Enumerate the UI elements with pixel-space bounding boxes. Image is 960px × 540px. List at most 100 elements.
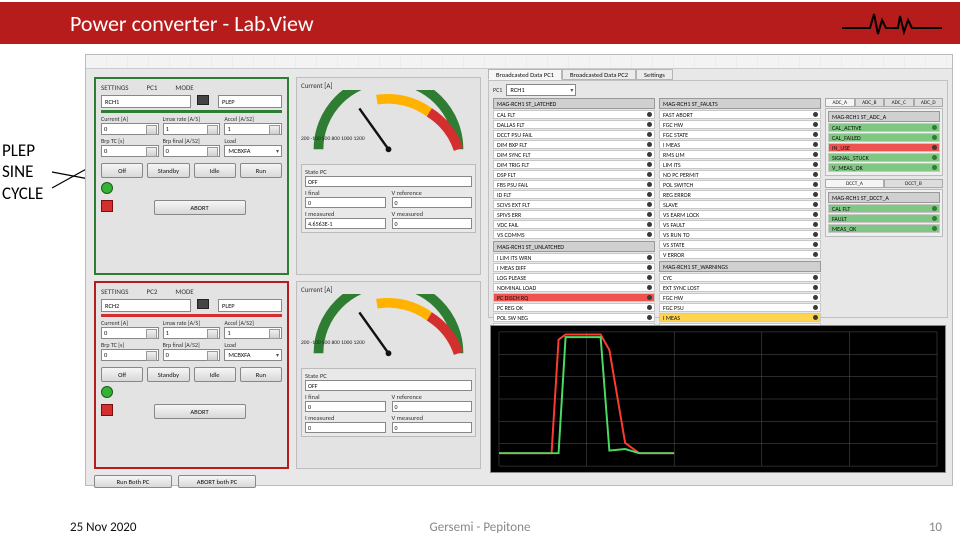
status-row: FBS PSU FAIL xyxy=(493,180,655,189)
status-row: LOG PLEASE xyxy=(493,273,655,282)
standby-button[interactable]: Standby xyxy=(147,163,189,178)
mode-indicator-icon xyxy=(197,95,209,105)
slide-footer: 25 Nov 2020 Gersemi - Pepitone 10 xyxy=(0,514,960,540)
off-button[interactable]: Off xyxy=(101,163,143,178)
label: I final xyxy=(305,393,386,401)
settings-header: SETTINGS PC2 MODE xyxy=(101,287,282,296)
vmeas-readout: 0 xyxy=(392,422,473,433)
waveform-chart[interactable] xyxy=(490,325,946,473)
abort-both-button[interactable]: ABORT both PC xyxy=(178,475,256,488)
state-box: State PC OFF I final0 V reference0 I mea… xyxy=(301,368,476,437)
status-row: SPIVS ERR xyxy=(493,210,655,219)
label: V measured xyxy=(392,414,473,422)
state-readout: OFF xyxy=(305,176,472,187)
standby-button[interactable]: Standby xyxy=(147,367,189,382)
label: Accel [A/S2] xyxy=(224,319,282,327)
gauge-pc2-panel: Current [A] 200 -100 500 800 1000 1200 S… xyxy=(296,281,481,469)
adc-tab-c[interactable]: ADC_C xyxy=(884,98,914,107)
current-input[interactable]: 0 xyxy=(101,327,159,339)
footer-author: Gersemi - Pepitone xyxy=(430,520,531,535)
label: I measured xyxy=(305,210,386,218)
footer-page-number: 10 xyxy=(929,520,942,535)
accel-input[interactable]: 1 xyxy=(224,327,282,339)
mode-field[interactable]: PLEP xyxy=(218,299,282,312)
status-panel: PC1 RCH1 MAG-RCH1 ST_LATCHED CAL FLT DALL… xyxy=(488,80,948,318)
status-row: CAL FLT xyxy=(828,204,940,213)
status-row: LIM ITS xyxy=(659,160,821,169)
current-gauge xyxy=(301,294,476,364)
load-select[interactable]: MCBXFA xyxy=(224,349,282,361)
label: Brp TC [s] xyxy=(101,341,159,349)
status-row: VS STATE xyxy=(659,240,821,249)
grid-background xyxy=(86,55,952,69)
abort-button[interactable]: ABORT xyxy=(154,200,246,215)
latched-header: MAG-RCH1 ST_LATCHED xyxy=(493,98,655,109)
status-row: PC DISCH RQ xyxy=(493,293,655,302)
brp-final-input[interactable]: 0 xyxy=(163,349,221,361)
run-both-button[interactable]: Run Both PC xyxy=(94,475,172,488)
adc-tab-d[interactable]: ADC_D xyxy=(914,98,944,107)
status-row: DALLAS FLT xyxy=(493,120,655,129)
state-readout: OFF xyxy=(305,380,472,391)
settings-pc2-panel: SETTINGS PC2 MODE RCH2 PLEP Current [A]0… xyxy=(94,281,289,469)
status-row: FGC STATE xyxy=(659,130,821,139)
settings-header: SETTINGS PC1 MODE xyxy=(101,83,282,92)
current-gauge xyxy=(301,90,476,160)
adc-column: ADC_A ADC_B ADC_C ADC_D MAG-RCH1 ST_ADC_… xyxy=(825,98,943,240)
channel-field[interactable]: RCH2 xyxy=(101,299,191,312)
vref-readout: 0 xyxy=(392,197,473,208)
dcct-tab-b[interactable]: DCCT_B xyxy=(884,179,943,188)
status-row: SLAVE xyxy=(659,200,821,209)
run-button[interactable]: Run xyxy=(240,163,282,178)
stop-icon[interactable] xyxy=(101,404,113,416)
channel-field[interactable]: RCH1 xyxy=(101,95,191,108)
faults-header: MAG-RCH1 ST_FAULTS xyxy=(659,98,821,109)
gauge-scale: 200 -100 500 800 1000 1200 xyxy=(301,136,476,142)
accel-input[interactable]: 1 xyxy=(224,123,282,135)
annotation-line: SINE xyxy=(2,161,43,182)
load-select[interactable]: MCBXFA xyxy=(224,145,282,157)
lmax-input[interactable]: 1 xyxy=(163,123,221,135)
label: Lmax rate [A/S] xyxy=(163,115,221,123)
label: PC1 xyxy=(493,86,502,94)
status-row: RMS LIM xyxy=(659,150,821,159)
status-row: FGC HW xyxy=(659,293,821,302)
bottom-button-row: Run Both PC ABORT both PC xyxy=(94,475,256,488)
tab-broadcast-pc1[interactable]: Broadcasted Data PC1 xyxy=(488,69,562,80)
lmax-input[interactable]: 1 xyxy=(163,327,221,339)
status-led-icon xyxy=(101,386,113,398)
dcct-block: MAG-RCH1 ST_DCCT_A CAL FLTFAULTMEAS_OK xyxy=(825,189,943,237)
vmeas-readout: 0 xyxy=(392,218,473,229)
idle-button[interactable]: Idle xyxy=(194,163,236,178)
dcct-header: MAG-RCH1 ST_DCCT_A xyxy=(828,192,940,203)
pc-channel-select[interactable]: RCH1 xyxy=(506,84,576,96)
abort-button[interactable]: ABORT xyxy=(154,404,246,419)
brp-tc-input[interactable]: 0 xyxy=(101,349,159,361)
stop-icon[interactable] xyxy=(101,200,113,212)
brp-tc-input[interactable]: 0 xyxy=(101,145,159,157)
adc-tab-a[interactable]: ADC_A xyxy=(825,98,855,107)
mode-field[interactable]: PLEP xyxy=(218,95,282,108)
run-button[interactable]: Run xyxy=(240,367,282,382)
status-row: DIM TRIG FLT xyxy=(493,160,655,169)
status-row: I MEAS xyxy=(659,140,821,149)
status-row: VDC FAIL xyxy=(493,220,655,229)
tab-broadcast-pc2[interactable]: Broadcasted Data PC2 xyxy=(562,69,636,80)
tab-settings[interactable]: Settings xyxy=(636,69,673,80)
status-row: EXT SYNC LOST xyxy=(659,283,821,292)
adc-tabs: ADC_A ADC_B ADC_C ADC_D xyxy=(825,98,943,107)
brp-final-input[interactable]: 0 xyxy=(163,145,221,157)
status-row: DIM SYNC FLT xyxy=(493,150,655,159)
adc-tab-b[interactable]: ADC_B xyxy=(855,98,885,107)
label: Brp final [A/S2] xyxy=(163,341,221,349)
unlatched-header: MAG-RCH1 ST_UNLATCHED xyxy=(493,241,655,252)
off-button[interactable]: Off xyxy=(101,367,143,382)
dcct-tab-a[interactable]: DCCT_A xyxy=(825,179,884,188)
label: Brp final [A/S2] xyxy=(163,137,221,145)
status-row: FGC HW xyxy=(659,120,821,129)
status-row: CYC xyxy=(659,273,821,282)
label: State PC xyxy=(305,372,472,380)
status-row: IN_USE xyxy=(828,143,940,152)
idle-button[interactable]: Idle xyxy=(194,367,236,382)
current-input[interactable]: 0 xyxy=(101,123,159,135)
